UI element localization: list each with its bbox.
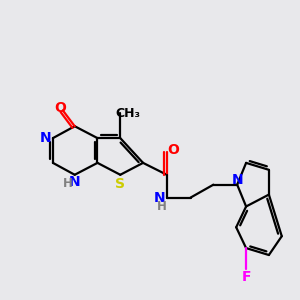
Text: N: N: [231, 173, 243, 187]
Text: O: O: [167, 143, 179, 157]
Text: N: N: [69, 175, 80, 189]
Text: F: F: [242, 270, 251, 284]
Text: H: H: [63, 177, 73, 190]
Text: CH₃: CH₃: [116, 107, 141, 120]
Text: O: O: [54, 101, 66, 116]
Text: S: S: [115, 177, 125, 191]
Text: N: N: [154, 190, 166, 205]
Text: H: H: [157, 200, 167, 213]
Text: N: N: [40, 131, 52, 145]
